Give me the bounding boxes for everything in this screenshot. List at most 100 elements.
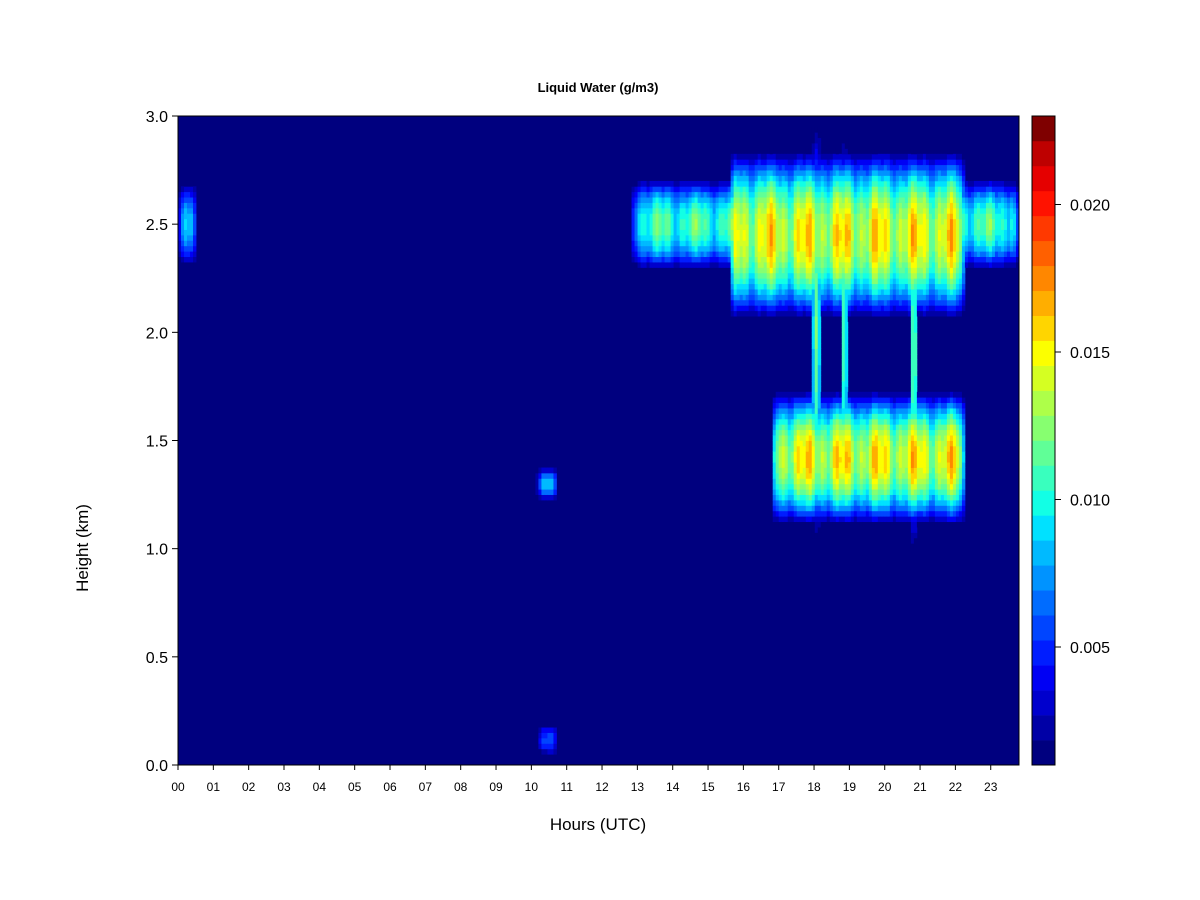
heatmap-cell bbox=[847, 197, 852, 203]
heatmap-cell bbox=[646, 245, 650, 252]
heatmap-cell bbox=[664, 207, 668, 214]
heatmap-cell bbox=[913, 364, 918, 371]
heatmap-cell bbox=[820, 240, 825, 247]
heatmap-cell bbox=[901, 229, 906, 236]
heatmap-cell bbox=[886, 202, 891, 209]
heatmap-cell bbox=[940, 240, 945, 247]
heatmap-cell bbox=[943, 429, 948, 436]
heatmap-cell bbox=[922, 478, 927, 485]
heatmap-cell bbox=[778, 180, 783, 187]
heatmap-cell bbox=[883, 294, 888, 301]
heatmap-cell bbox=[817, 467, 822, 474]
heatmap-cell bbox=[967, 202, 972, 209]
heatmap-cell bbox=[850, 234, 855, 241]
heatmap-cell bbox=[877, 272, 882, 279]
heatmap-cell bbox=[838, 435, 843, 441]
heatmap-cell bbox=[997, 207, 1002, 214]
heatmap-cell bbox=[193, 207, 197, 214]
heatmap-cell bbox=[895, 462, 900, 468]
heatmap-cell bbox=[769, 148, 774, 155]
heatmap-cell bbox=[958, 283, 963, 290]
heatmap-cell bbox=[553, 483, 557, 490]
heatmap-cell bbox=[817, 326, 822, 333]
heatmap-cell bbox=[949, 456, 954, 463]
heatmap-cell bbox=[832, 256, 837, 263]
heatmap-cell bbox=[757, 218, 762, 225]
heatmap-cell bbox=[805, 289, 810, 295]
heatmap-cell bbox=[895, 516, 900, 523]
heatmap-cell bbox=[643, 224, 647, 230]
heatmap-cell bbox=[646, 202, 650, 209]
heatmap-cell bbox=[850, 245, 855, 252]
heatmap-cell bbox=[766, 180, 771, 187]
heatmap-cell bbox=[910, 289, 915, 295]
heatmap-cell bbox=[943, 283, 948, 290]
heatmap-cell bbox=[916, 175, 921, 182]
heatmap-cell bbox=[547, 732, 551, 739]
heatmap-cell bbox=[925, 234, 930, 241]
heatmap-cell bbox=[820, 186, 825, 193]
heatmap-cell bbox=[916, 510, 921, 517]
heatmap-cell bbox=[766, 224, 771, 230]
heatmap-cell bbox=[667, 191, 671, 198]
heatmap-cell bbox=[907, 521, 912, 528]
heatmap-cell bbox=[940, 478, 945, 485]
heatmap-cell bbox=[985, 251, 990, 258]
heatmap-cell bbox=[808, 213, 813, 220]
heatmap-cell bbox=[715, 218, 720, 225]
heatmap-cell bbox=[955, 272, 960, 279]
heatmap-cell bbox=[193, 218, 197, 225]
heatmap-cell bbox=[949, 272, 954, 279]
heatmap-cell bbox=[727, 207, 732, 214]
heatmap-cell bbox=[805, 153, 810, 160]
heatmap-cell bbox=[832, 505, 837, 512]
heatmap-cell bbox=[649, 251, 653, 258]
heatmap-cell bbox=[760, 186, 765, 193]
heatmap-cell bbox=[721, 256, 726, 263]
heatmap-cell bbox=[754, 207, 759, 214]
heatmap-cell bbox=[823, 289, 828, 295]
heatmap-cell bbox=[793, 197, 798, 203]
heatmap-cell bbox=[646, 224, 650, 230]
heatmap-cell bbox=[631, 186, 635, 193]
heatmap-cell bbox=[811, 456, 816, 463]
heatmap-cell bbox=[949, 267, 954, 274]
heatmap-cell bbox=[904, 278, 909, 285]
heatmap-cell bbox=[826, 251, 831, 258]
heatmap-cell bbox=[826, 256, 831, 263]
heatmap-cell bbox=[787, 245, 792, 252]
heatmap-cell bbox=[643, 256, 647, 263]
heatmap-cell bbox=[817, 229, 822, 236]
heatmap-cell bbox=[841, 256, 846, 263]
heatmap-cell bbox=[805, 424, 810, 431]
heatmap-cell bbox=[925, 483, 930, 490]
heatmap-cell bbox=[868, 213, 873, 220]
heatmap-cell bbox=[946, 472, 951, 479]
heatmap-cell bbox=[778, 440, 783, 447]
heatmap-cell bbox=[784, 478, 789, 485]
heatmap-cell bbox=[754, 310, 759, 317]
heatmap-cell bbox=[937, 418, 942, 425]
heatmap-cell bbox=[550, 743, 554, 750]
heatmap-cell bbox=[952, 440, 957, 447]
heatmap-cell bbox=[892, 494, 897, 501]
heatmap-cell bbox=[808, 413, 813, 420]
heatmap-cell bbox=[853, 289, 858, 295]
heatmap-cell bbox=[853, 207, 858, 214]
heatmap-cell bbox=[961, 294, 966, 301]
heatmap-cell bbox=[553, 727, 557, 733]
heatmap-cell bbox=[859, 402, 864, 409]
heatmap-cell bbox=[802, 472, 807, 479]
heatmap-cell bbox=[832, 164, 837, 171]
heatmap-cell bbox=[892, 229, 897, 236]
heatmap-cell bbox=[823, 191, 828, 198]
heatmap-cell bbox=[826, 278, 831, 285]
heatmap-cell bbox=[865, 240, 870, 247]
heatmap-cell bbox=[817, 451, 822, 458]
heatmap-cell bbox=[184, 202, 188, 209]
heatmap-cell bbox=[826, 445, 831, 452]
heatmap-cell bbox=[937, 505, 942, 512]
heatmap-cell bbox=[778, 164, 783, 171]
heatmap-cell bbox=[910, 359, 915, 366]
heatmap-cell bbox=[958, 299, 963, 306]
